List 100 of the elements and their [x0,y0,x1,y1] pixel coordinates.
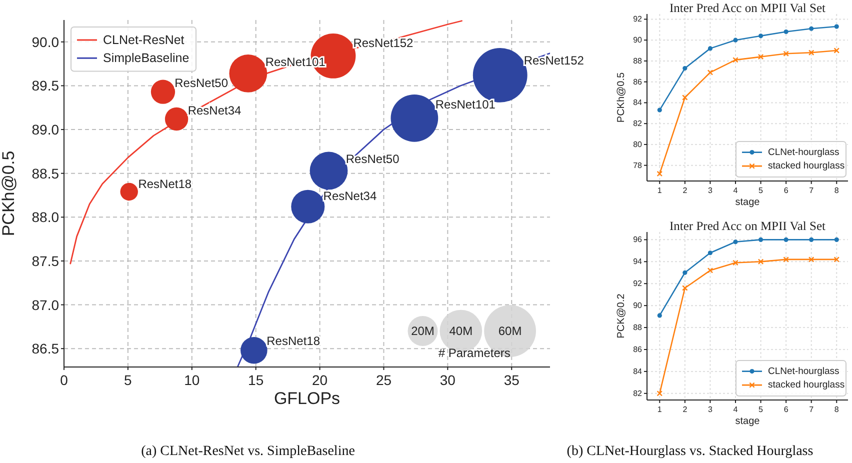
annotation: ResNet18 [266,334,320,348]
y-axis-title: PCK@0.2 [616,293,627,338]
x-axis-title: stage [735,197,760,208]
legend-label: CLNet-ResNet [103,33,185,47]
y-tick-label: 88.5 [32,165,60,182]
x-tick-label: 4 [733,405,738,414]
annotation: ResNet101 [435,98,496,112]
y-tick-label: 88 [633,56,643,66]
x-tick-label: 0 [60,372,68,388]
point [733,38,738,42]
y-tick-label: 86 [633,344,643,354]
x-tick-label: 5 [124,372,132,388]
annotation: ResNet34 [323,188,377,203]
point [707,268,714,274]
legend-title: # Parameters [438,346,510,360]
y-tick-label: 92 [633,14,643,24]
point [809,237,814,242]
point [783,50,789,57]
point [656,390,663,396]
y-tick-label: 87.5 [32,252,60,269]
y-tick-label: 82 [633,388,643,398]
point [732,260,738,266]
y-axis-title: PCKh@0.5 [0,150,18,236]
x-tick-label: 3 [708,186,713,195]
x-tick-label: 7 [809,405,814,414]
x-tick-label: 6 [784,405,789,414]
annotation: ResNet152 [524,53,584,68]
y-tick-label: 88 [633,323,643,332]
y-tick-label: 89.5 [32,78,60,94]
point [657,313,662,318]
text: (b) CLNet-Hourglass vs. Stacked Hourglass [566,444,814,459]
y-tick-label: 90.0 [32,34,60,50]
x-tick-label: 1 [657,186,662,195]
point [682,270,688,275]
x-tick-label: 2 [682,405,688,414]
legend-label: CLNet-hourglass [768,146,840,158]
legend-label: 40M [449,324,473,338]
point [834,24,839,29]
point [758,258,764,265]
y-tick-label: 82 [633,119,643,128]
chart-title: Inter Pred Acc on MPII Val Set [670,219,826,233]
point [732,57,738,63]
annotation: ResNet18 [138,177,192,192]
point [784,237,788,242]
x-tick-label: 25 [376,372,392,388]
y-tick-label: 90 [633,36,643,45]
x-tick-label: 1 [657,405,662,414]
x-tick-label: 30 [440,372,456,388]
x-tick-label: 7 [809,186,814,195]
point [809,26,814,31]
x-tick-label: 6 [784,186,789,195]
point [656,170,663,177]
y-tick-label: 78 [633,160,643,170]
point [808,50,814,56]
y-tick-label: 84 [633,98,643,108]
point [758,237,764,242]
point [834,237,839,242]
x-tick-label: 4 [733,186,738,195]
x-tick-label: 3 [708,405,713,414]
y-tick-label: 89.0 [32,122,60,138]
point [834,48,840,54]
y-tick-label: 96 [633,235,643,244]
y-tick-label: 90 [633,301,643,310]
point [808,256,814,262]
x-tick-label: 5 [758,186,764,195]
legend-label: 20M [411,324,434,338]
legend-label: stacked hourglass [768,380,845,391]
legend-label: stacked hourglass [768,160,845,172]
legend-label: CLNet-hourglass [768,366,840,377]
x-tick-label: 8 [834,186,840,195]
x-axis-title: stage [735,416,760,427]
point [707,70,714,76]
point [733,240,738,244]
point [682,66,688,71]
x-tick-label: 20 [312,372,328,388]
text: (a) CLNet-ResNet vs. SimpleBaseline [141,444,355,459]
x-tick-label: 35 [504,372,520,388]
legend-label: SimpleBaseline [103,51,190,66]
y-tick-label: 87.0 [32,296,60,313]
legend-label: 60M [498,324,522,338]
point [682,94,688,100]
x-tick-label: 15 [248,372,264,388]
chart-title: Inter Pred Acc on MPII Val Set [670,1,826,15]
x-tick-label: 5 [758,405,764,414]
x-tick-label: 8 [834,405,840,414]
point [758,34,764,38]
y-tick-label: 94 [633,257,643,266]
point [708,250,713,256]
point [834,256,840,262]
point [783,256,789,262]
y-tick-label: 92 [633,279,643,288]
y-tick-label: 86 [633,77,643,86]
y-tick-label: 86.5 [32,340,60,357]
y-axis-title: PCKh@0.5 [616,72,627,123]
x-tick-label: 10 [184,372,200,388]
y-tick-label: 80 [633,140,643,149]
x-axis-title: GFLOPs [274,389,340,408]
point [784,29,788,34]
point [682,285,688,291]
y-tick-label: 84 [633,366,643,376]
